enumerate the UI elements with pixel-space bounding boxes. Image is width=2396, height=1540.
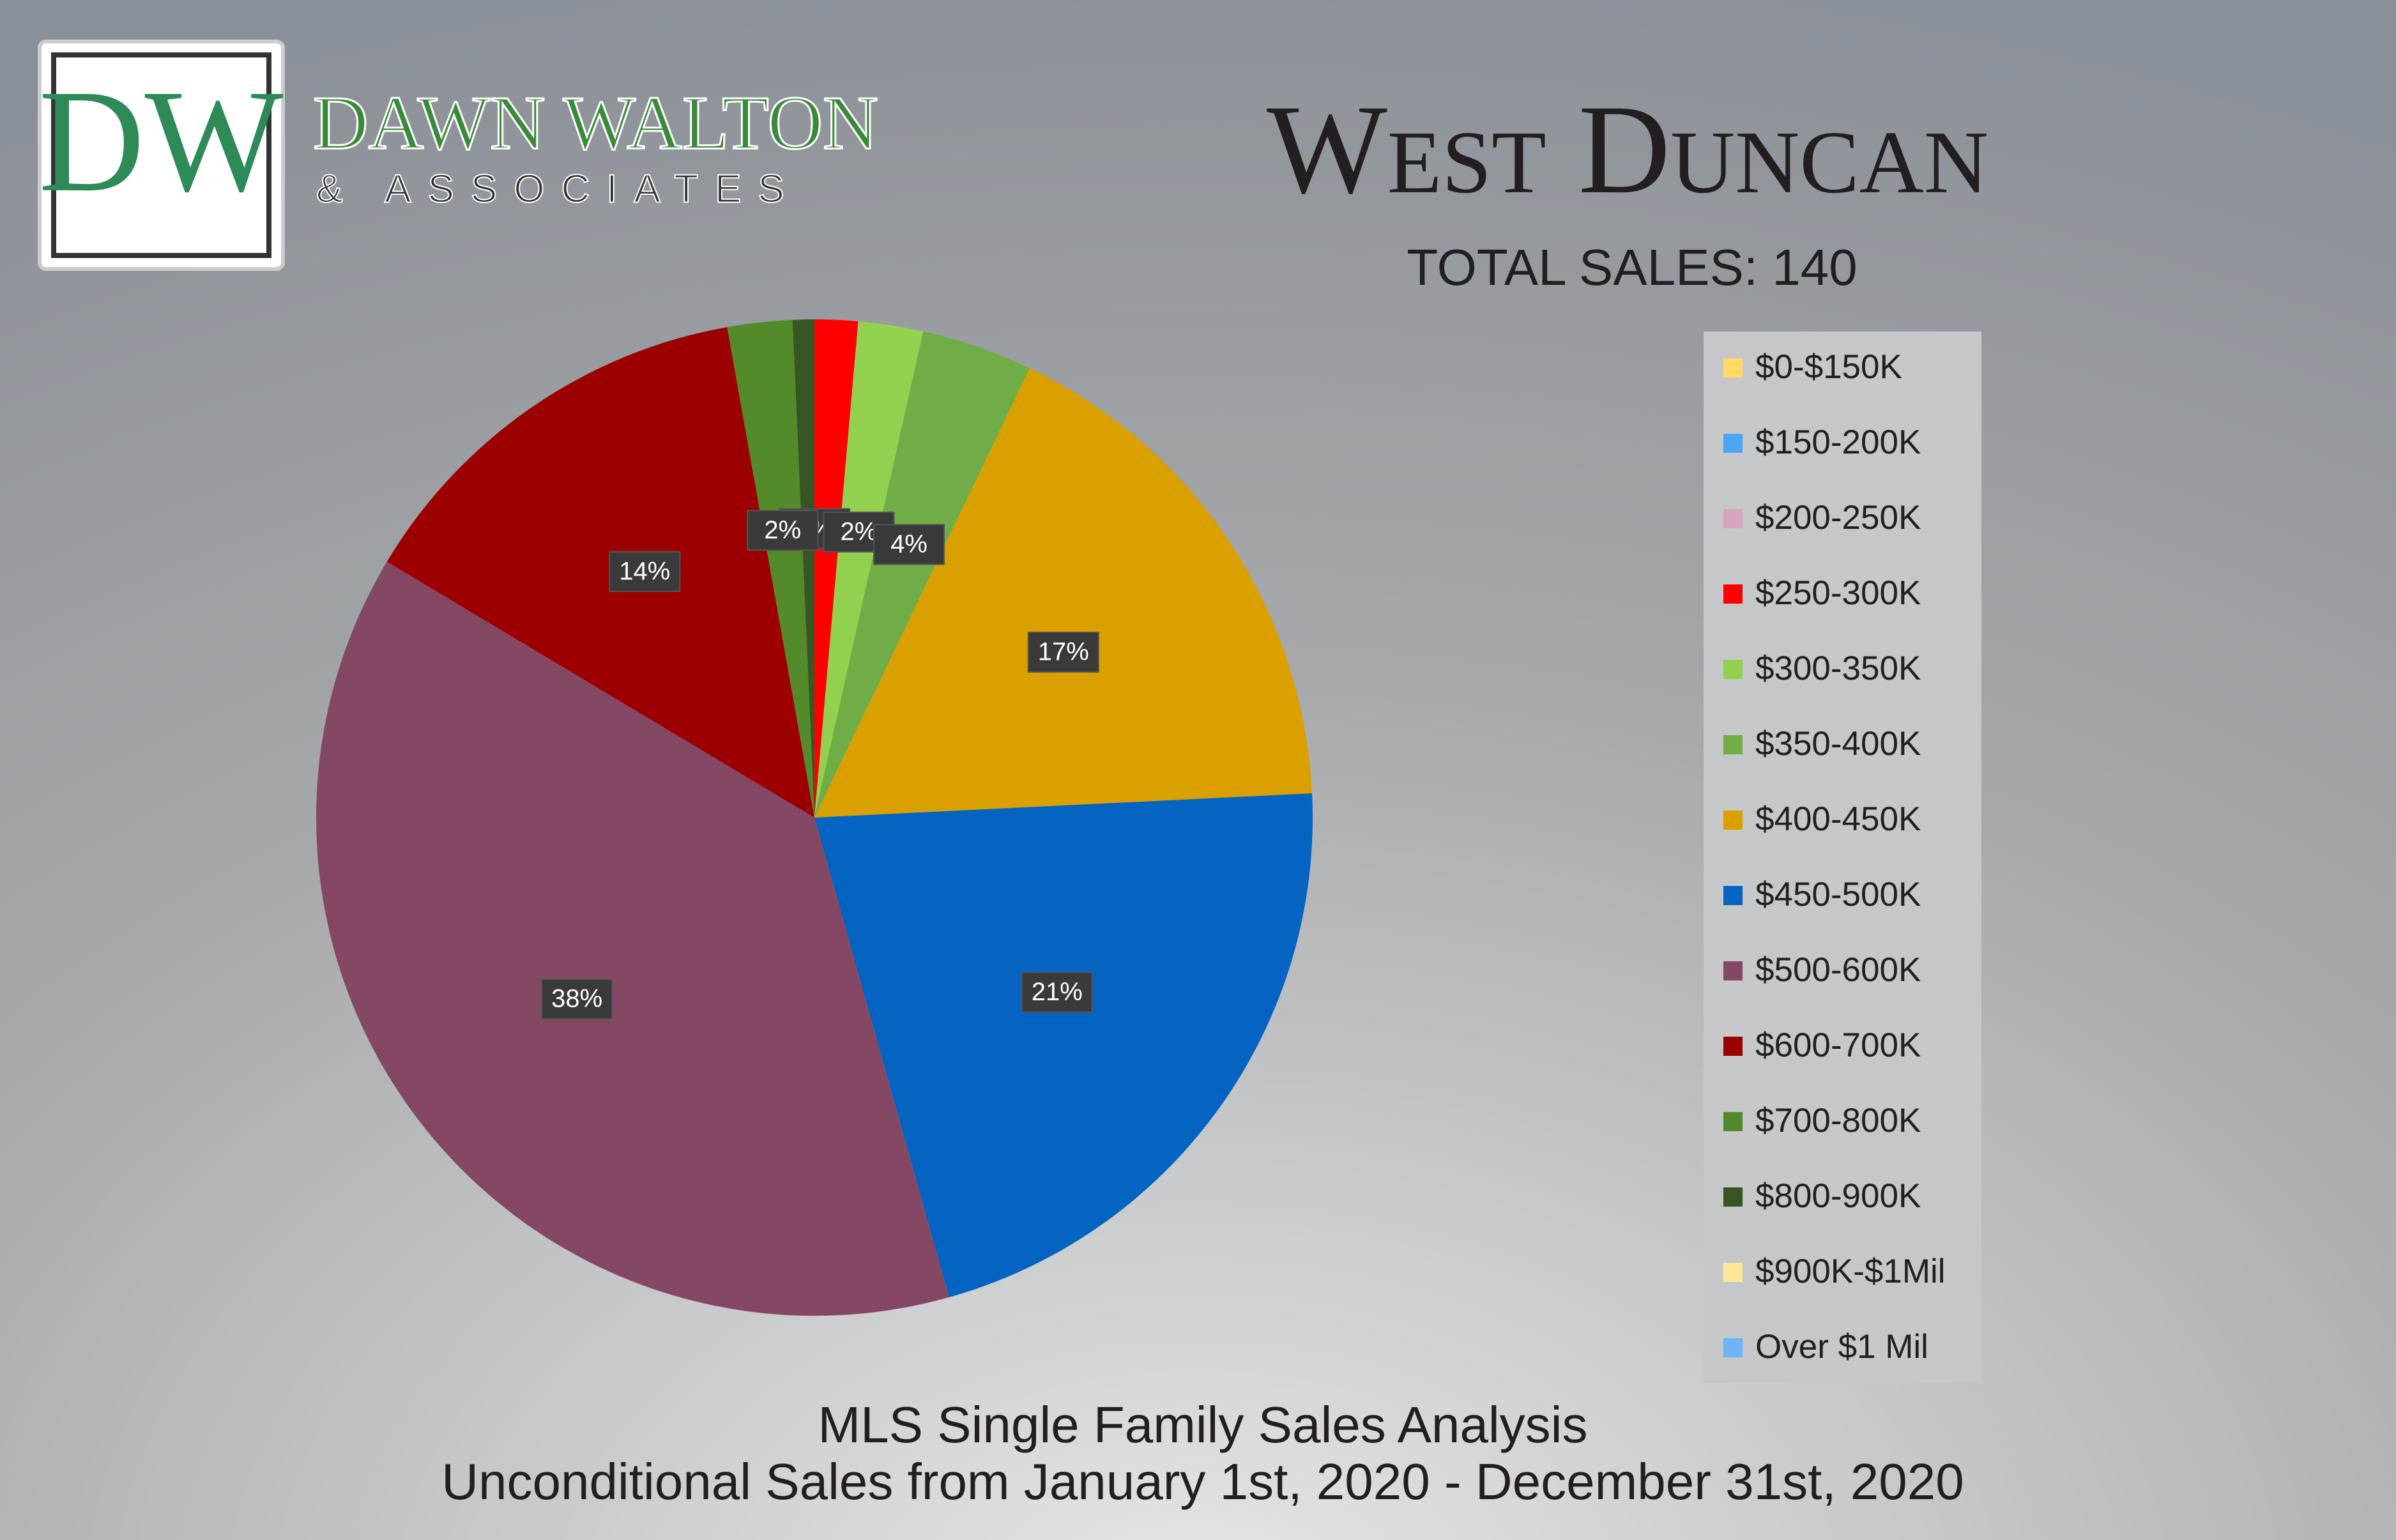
legend-label: $450-500K (1755, 876, 1921, 913)
legend-swatch (1723, 358, 1743, 377)
data-label: 38% (551, 985, 602, 1013)
data-label: 21% (1032, 978, 1083, 1006)
data-label: 17% (1038, 638, 1089, 666)
legend-swatch (1723, 886, 1743, 905)
data-label: 4% (890, 530, 927, 558)
legend-swatch (1723, 434, 1743, 453)
legend-swatch (1723, 1037, 1743, 1056)
data-label: 2% (764, 516, 801, 544)
pie-slice (727, 319, 814, 818)
data-label-box (747, 510, 819, 551)
pie-slice (814, 321, 924, 818)
logo: DW DAWN WALTON & ASSOCIATES (38, 40, 879, 271)
legend-label: $150-200K (1755, 423, 1921, 461)
legend-swatch (1723, 1338, 1743, 1357)
logo-border (51, 52, 271, 258)
chart-title: West Duncan (1267, 79, 1988, 220)
legend-label: $700-800K (1755, 1102, 1921, 1140)
footer-line: Unconditional Sales from January 1st, 20… (441, 1453, 1964, 1510)
logo-name: DAWN WALTON (313, 80, 878, 165)
legend-label: $400-450K (1755, 800, 1921, 838)
legend-label: $350-400K (1755, 725, 1921, 763)
chart-subtitle: TOTAL SALES: 140 (1407, 239, 1858, 296)
legend-label: $900K-$1Mil (1755, 1253, 1946, 1290)
data-label-box (873, 524, 945, 565)
legend-swatch (1723, 584, 1743, 604)
legend-swatch (1723, 811, 1743, 830)
legend-label: $0-$150K (1755, 348, 1902, 386)
data-label: 2% (841, 518, 878, 546)
pie-slice (814, 319, 858, 818)
legend-box (1704, 332, 1981, 1383)
logo-frame (38, 40, 285, 271)
legend-swatch (1723, 509, 1743, 528)
legend-swatch (1723, 961, 1743, 980)
legend-label: $200-250K (1755, 499, 1921, 537)
legend-swatch (1723, 1263, 1743, 1282)
logo-initials: DW (38, 59, 283, 222)
data-label-box (1021, 972, 1093, 1013)
legend-label: $250-300K (1755, 574, 1921, 612)
data-label: 14% (619, 557, 670, 585)
pie-slice (814, 368, 1313, 818)
pie-slice (792, 319, 814, 818)
legend-label: $300-350K (1755, 650, 1921, 687)
legend-label: $800-900K (1755, 1177, 1921, 1215)
logo-tagline: & ASSOCIATES (316, 167, 801, 211)
legend-swatch (1723, 660, 1743, 679)
legend-label: $500-600K (1755, 951, 1921, 989)
pie-slice (814, 331, 1030, 818)
legend-label: Over $1 Mil (1755, 1328, 1928, 1366)
footer-line: MLS Single Family Sales Analysis (818, 1396, 1588, 1453)
legend-swatch (1723, 1187, 1743, 1207)
pie-slice (316, 561, 949, 1316)
pie-slice (386, 327, 814, 818)
legend-label: $600-700K (1755, 1026, 1921, 1064)
data-label-box (541, 979, 613, 1020)
pie-slice (814, 793, 1313, 1297)
legend-swatch (1723, 735, 1743, 754)
data-label-box (1027, 631, 1099, 673)
data-label-box (609, 551, 681, 592)
legend-swatch (1723, 1112, 1743, 1131)
